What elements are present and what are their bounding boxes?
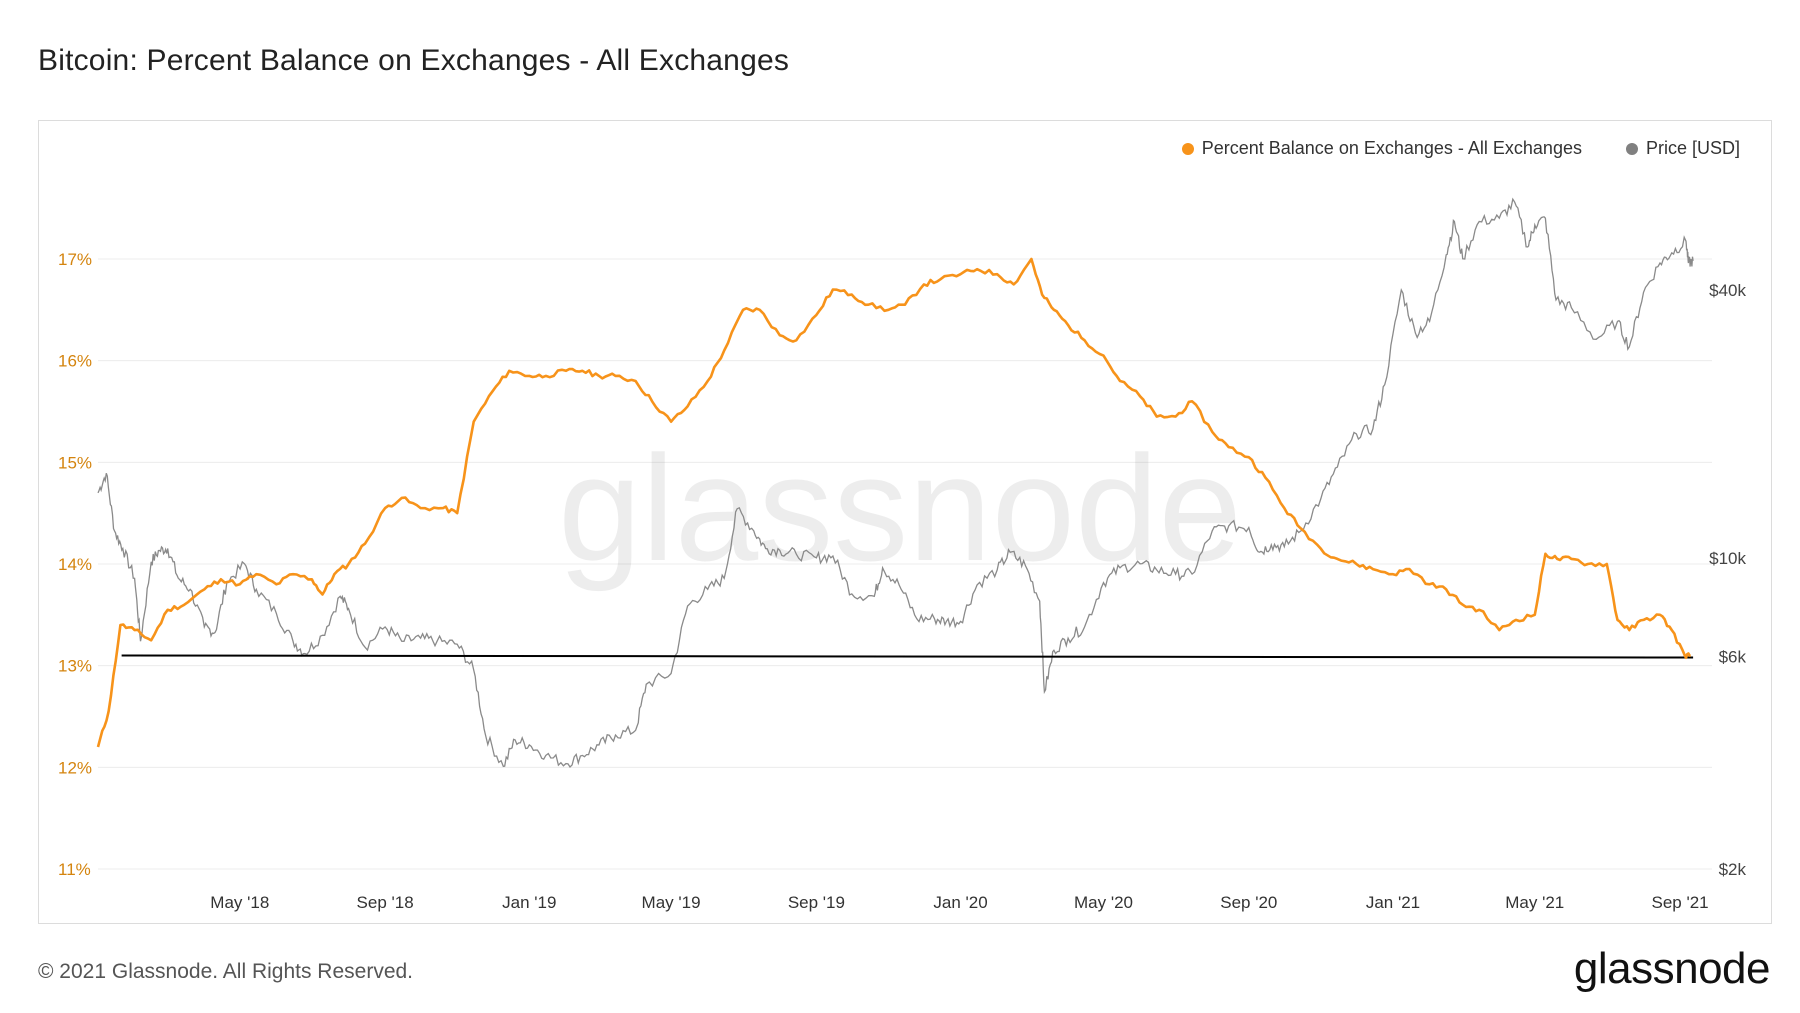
legend-label-balance: Percent Balance on Exchanges - All Excha… bbox=[1201, 138, 1582, 158]
y-right-tick-label: $2k bbox=[1719, 860, 1747, 879]
y-left-tick-label: 16% bbox=[58, 352, 92, 371]
y-right-tick-label: $10k bbox=[1709, 549, 1746, 568]
y-left-tick-label: 17% bbox=[58, 250, 92, 269]
legend-label-price: Price [USD] bbox=[1645, 138, 1740, 158]
chart-legend: Percent Balance on Exchanges - All Excha… bbox=[1181, 138, 1740, 159]
x-tick-label: May '21 bbox=[1505, 893, 1564, 912]
grid-layer bbox=[98, 258, 1712, 870]
x-tick-label: Sep '21 bbox=[1652, 893, 1709, 912]
series-layer bbox=[96, 197, 1694, 769]
x-tick-label: Jan '19 bbox=[502, 893, 556, 912]
series-balance-line bbox=[96, 257, 1691, 748]
x-tick-label: May '20 bbox=[1074, 893, 1133, 912]
axis-layer: 11% 12% 13% 14% 15% 16% 17% $2k $6k $10k $40k May '… bbox=[58, 250, 1746, 912]
x-tick-label: May '19 bbox=[642, 893, 701, 912]
y-left-tick-label: 13% bbox=[58, 657, 92, 676]
y-left-tick-label: 14% bbox=[58, 555, 92, 574]
x-tick-label: Jan '21 bbox=[1366, 893, 1420, 912]
x-tick-label: Jan '20 bbox=[933, 893, 987, 912]
y-left-tick-label: 15% bbox=[58, 453, 92, 472]
footer-logo[interactable]: glassnode bbox=[1573, 944, 1771, 993]
legend-item-price[interactable]: Price [USD] bbox=[1625, 138, 1740, 159]
legend-dot-price-icon bbox=[1625, 142, 1638, 155]
series-price-line bbox=[97, 197, 1694, 769]
y-left-tick-label: 11% bbox=[58, 860, 91, 879]
x-tick-label: Sep '20 bbox=[1220, 893, 1277, 912]
x-tick-label: Sep '18 bbox=[357, 893, 414, 912]
y-right-tick-label: $6k bbox=[1719, 648, 1747, 667]
watermark: glassnode bbox=[558, 424, 1242, 592]
legend-item-balance[interactable]: Percent Balance on Exchanges - All Excha… bbox=[1181, 138, 1582, 159]
x-tick-label: Sep '19 bbox=[788, 893, 845, 912]
footer-copyright: © 2021 Glassnode. All Rights Reserved. bbox=[38, 960, 414, 983]
legend-dot-balance-icon bbox=[1181, 142, 1194, 155]
y-left-tick-label: 12% bbox=[58, 758, 92, 777]
y-right-tick-label: $40k bbox=[1709, 281, 1746, 300]
reference-line bbox=[121, 654, 1694, 659]
chart-title: Bitcoin: Percent Balance on Exchanges - … bbox=[38, 44, 790, 77]
x-tick-label: May '18 bbox=[210, 893, 269, 912]
chart-frame bbox=[38, 120, 1772, 924]
